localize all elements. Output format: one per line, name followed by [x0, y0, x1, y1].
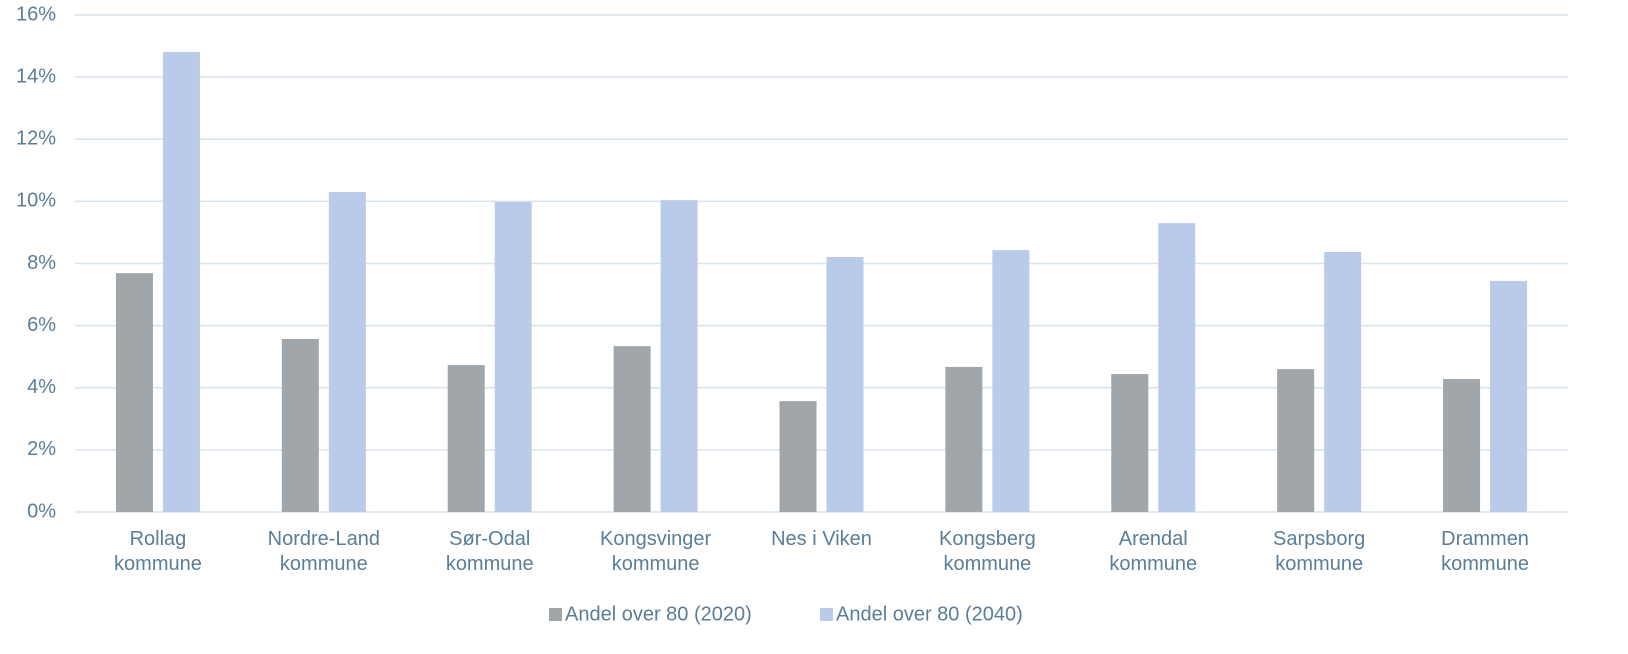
bar	[1490, 280, 1528, 512]
y-tick-label: 6%	[27, 314, 56, 336]
bar	[162, 51, 200, 512]
bar	[1443, 379, 1481, 512]
x-tick-label: Arendal kommune	[1109, 528, 1198, 575]
x-tick-label: Drammen kommune	[1441, 528, 1529, 575]
bar	[115, 273, 153, 512]
x-tick-label: Nes i Viken	[771, 528, 872, 550]
bar	[328, 192, 366, 512]
bar	[613, 346, 651, 512]
y-tick-label: 12%	[16, 128, 56, 150]
bar	[826, 256, 864, 512]
legend-label: Andel over 80 (2020)	[565, 603, 752, 625]
bar	[1158, 223, 1196, 512]
y-tick-label: 4%	[27, 376, 56, 398]
bar	[281, 338, 319, 512]
bar	[1277, 369, 1315, 512]
x-tick-label: Sør-Odal kommune	[445, 528, 534, 575]
x-tick-label: Nordre-Land kommune	[267, 528, 380, 575]
bar	[945, 366, 983, 512]
legend-swatch	[549, 608, 562, 621]
legend-swatch	[820, 608, 833, 621]
bar	[447, 365, 485, 512]
y-tick-label: 0%	[27, 500, 56, 522]
legend-label: Andel over 80 (2040)	[836, 603, 1023, 625]
bar	[660, 200, 698, 512]
y-tick-label: 14%	[16, 65, 56, 87]
bar	[779, 401, 817, 512]
bar	[992, 250, 1030, 512]
bar	[494, 201, 532, 512]
y-tick-label: 8%	[27, 252, 56, 274]
bar	[1111, 374, 1149, 512]
x-tick-label: Kongsvinger kommune	[600, 528, 712, 575]
x-tick-label: Rollag kommune	[114, 528, 202, 575]
y-tick-label: 2%	[27, 438, 56, 460]
y-tick-label: 16%	[16, 3, 56, 25]
y-tick-label: 10%	[16, 190, 56, 212]
x-tick-label: Kongsberg kommune	[939, 528, 1036, 575]
bar	[1324, 252, 1362, 512]
x-tick-label: Sarpsborg kommune	[1273, 528, 1366, 575]
